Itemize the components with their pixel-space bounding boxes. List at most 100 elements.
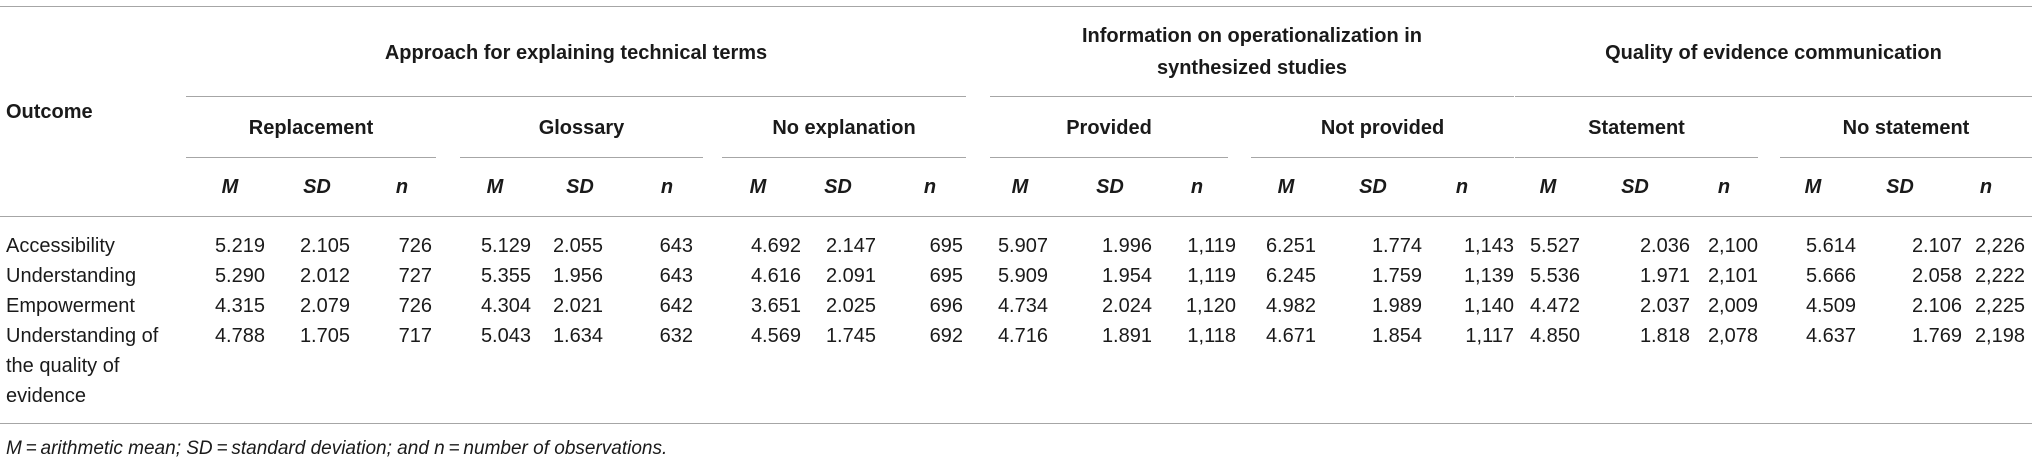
group-header-technical-terms: Approach for explaining technical terms xyxy=(384,42,768,64)
table-cell: 1.891 xyxy=(1101,325,1152,347)
stat-header-sd: SD xyxy=(303,176,331,198)
stat-header-m: M xyxy=(1539,176,1557,198)
stat-header-sd: SD xyxy=(1621,176,1649,198)
table-cell: 5.129 xyxy=(480,235,531,257)
table-cell: 1,143 xyxy=(1463,235,1514,257)
stat-header-n: n xyxy=(395,176,409,198)
table-cell: 2.037 xyxy=(1639,295,1690,317)
table-cell: 1.634 xyxy=(552,325,603,347)
table-cell: 2.024 xyxy=(1101,295,1152,317)
table-cell: 726 xyxy=(398,235,432,257)
stat-header-n: n xyxy=(1979,176,1993,198)
subgroup-rule-7 xyxy=(1780,157,2032,158)
stat-header-m: M xyxy=(749,176,767,198)
stat-header-m: M xyxy=(1804,176,1822,198)
table-cell: 1.774 xyxy=(1371,235,1422,257)
table-cell: 2,226 xyxy=(1974,235,2025,257)
table-cell: 692 xyxy=(929,325,963,347)
table-cell: 5.527 xyxy=(1529,235,1580,257)
table-cell: 2,222 xyxy=(1974,265,2025,287)
outcome-label-line: Accessibility xyxy=(6,235,115,257)
table-cell: 2.025 xyxy=(825,295,876,317)
stat-header-sd: SD xyxy=(566,176,594,198)
outcome-label: Understanding xyxy=(6,264,136,288)
table-top-rule xyxy=(0,6,2032,7)
table-cell: 632 xyxy=(659,325,693,347)
table-cell: 4.616 xyxy=(750,265,801,287)
table-cell: 3.651 xyxy=(750,295,801,317)
group-rule-2 xyxy=(990,96,1514,97)
table-cell: 1,117 xyxy=(1465,325,1514,347)
table-cell: 2,225 xyxy=(1974,295,2025,317)
table-cell: 4.788 xyxy=(214,325,265,347)
stat-header-n: n xyxy=(1190,176,1204,198)
table-cell: 2,101 xyxy=(1707,265,1758,287)
group-rule-1 xyxy=(186,96,966,97)
table-cell: 2.079 xyxy=(299,295,350,317)
table-cell: 2.012 xyxy=(299,265,350,287)
table-cell: 695 xyxy=(929,235,963,257)
group-header-operationalization: Information on operationalization in syn… xyxy=(990,24,1514,80)
group-rule-3 xyxy=(1515,96,2032,97)
table-cell: 1.854 xyxy=(1371,325,1422,347)
table-cell: 5.219 xyxy=(214,235,265,257)
table-cell: 5.614 xyxy=(1805,235,1856,257)
table-cell: 642 xyxy=(659,295,693,317)
stat-header-m: M xyxy=(1277,176,1295,198)
subgroup-header-replacement: Replacement xyxy=(248,117,374,139)
table-cell: 4.671 xyxy=(1265,325,1316,347)
table-cell: 5.043 xyxy=(480,325,531,347)
subgroup-header-glossary: Glossary xyxy=(538,117,625,139)
table-cell: 2.058 xyxy=(1911,265,1962,287)
subgroup-header-no-explanation: No explanation xyxy=(772,117,916,139)
subgroup-rule-3 xyxy=(722,157,966,158)
subgroup-header-statement: Statement xyxy=(1588,117,1685,139)
table-cell: 1.996 xyxy=(1101,235,1152,257)
table-cell: 1,120 xyxy=(1185,295,1236,317)
subgroup-header-not-provided: Not provided xyxy=(1320,117,1445,139)
table-cell: 5.666 xyxy=(1805,265,1856,287)
outcome-label-line: the quality of xyxy=(6,355,120,377)
table-cell: 4.734 xyxy=(997,295,1048,317)
table-cell: 2,078 xyxy=(1707,325,1758,347)
table-cell: 2.036 xyxy=(1639,235,1690,257)
group-header-operationalization-line-1: Information on operationalization in xyxy=(1082,25,1422,47)
subgroup-rule-5 xyxy=(1251,157,1514,158)
table-cell: 4.509 xyxy=(1805,295,1856,317)
subgroup-header-no-statement: No statement xyxy=(1842,117,1970,139)
table-cell: 1.971 xyxy=(1639,265,1690,287)
outcome-label-line: Understanding of xyxy=(6,325,159,347)
table-cell: 726 xyxy=(398,295,432,317)
table-cell: 2,198 xyxy=(1974,325,2025,347)
table-cell: 6.251 xyxy=(1265,235,1316,257)
table-cell: 1.956 xyxy=(552,265,603,287)
table-cell: 2.055 xyxy=(552,235,603,257)
table-cell: 1,139 xyxy=(1463,265,1514,287)
table-bottom-rule xyxy=(0,423,2032,424)
table-cell: 2.105 xyxy=(299,235,350,257)
table-cell: 643 xyxy=(659,265,693,287)
table-cell: 5.907 xyxy=(997,235,1048,257)
stat-header-n: n xyxy=(1717,176,1731,198)
table-cell: 1.818 xyxy=(1639,325,1690,347)
subgroup-rule-6 xyxy=(1515,157,1758,158)
stat-header-m: M xyxy=(486,176,504,198)
outcome-label: Understanding of the quality of evidence xyxy=(6,324,158,408)
table-cell: 1.954 xyxy=(1101,265,1152,287)
table-cell: 1.759 xyxy=(1371,265,1422,287)
stat-header-sd: SD xyxy=(1096,176,1124,198)
stat-header-n: n xyxy=(1455,176,1469,198)
table-cell: 4.315 xyxy=(214,295,265,317)
table-cell: 1.989 xyxy=(1371,295,1422,317)
table-cell: 4.637 xyxy=(1805,325,1856,347)
outcome-column-header: Outcome xyxy=(6,101,93,123)
table-cell: 727 xyxy=(398,265,432,287)
stat-header-n: n xyxy=(660,176,674,198)
stat-header-sd: SD xyxy=(1886,176,1914,198)
subgroup-header-provided: Provided xyxy=(1066,117,1152,139)
table-cell: 2.107 xyxy=(1911,235,1962,257)
table-cell: 1,140 xyxy=(1463,295,1514,317)
table-cell: 1,119 xyxy=(1187,265,1236,287)
outcome-label: Accessibility xyxy=(6,234,115,258)
table-cell: 5.290 xyxy=(214,265,265,287)
